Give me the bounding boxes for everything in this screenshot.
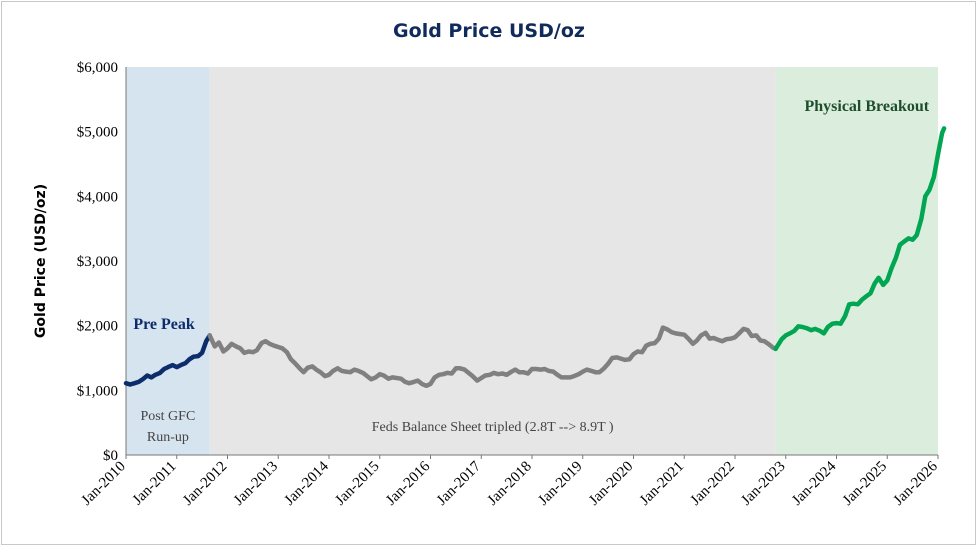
annotations: Post GFC Run-up Pre Peak Feds Balance Sheet… xyxy=(133,98,929,445)
x-tick-label: Jan-2016 xyxy=(383,458,434,509)
region-mid xyxy=(209,67,776,455)
x-tick-label: Jan-2014 xyxy=(282,458,333,509)
y-axis-label: Gold Price (USD/oz) xyxy=(33,184,49,338)
y-tick-label: $6,000 xyxy=(77,60,118,76)
x-tick-label: Jan-2026 xyxy=(891,458,942,509)
x-tick-label: Jan-2010 xyxy=(79,459,129,509)
chart-title: Gold Price USD/oz xyxy=(393,20,585,42)
y-tick-label: $3,000 xyxy=(77,254,118,270)
x-tick-label: Jan-2012 xyxy=(180,459,230,509)
x-tick-label: Jan-2015 xyxy=(332,459,382,509)
series-line-3 xyxy=(773,126,947,352)
region-pre xyxy=(126,67,210,455)
series-lines xyxy=(123,126,947,389)
annotation-post-gfc: Post GFC xyxy=(140,409,195,424)
x-tick-label: Jan-2025 xyxy=(840,459,890,509)
x-tick-label: Jan-2013 xyxy=(231,459,281,509)
y-tick-label: $0 xyxy=(103,448,118,464)
x-tick-label: Jan-2023 xyxy=(738,459,788,509)
y-tick-label: $4,000 xyxy=(77,189,118,205)
x-tick-label: Jan-2019 xyxy=(535,459,585,509)
y-tick-label: $5,000 xyxy=(77,125,118,141)
annotation-physical-breakout: Physical Breakout xyxy=(804,98,929,115)
y-tick-label: $1,000 xyxy=(77,383,118,399)
x-tick-label: Jan-2024 xyxy=(789,458,840,509)
x-tick-label: Jan-2020 xyxy=(586,459,636,509)
region-post xyxy=(775,67,938,455)
x-tick-label: Jan-2021 xyxy=(637,459,687,509)
x-tick-label: Jan-2011 xyxy=(130,459,180,509)
series-line-2 xyxy=(207,325,778,389)
shaded-regions xyxy=(126,67,938,455)
x-tick-label: Jan-2017 xyxy=(434,458,485,509)
x-tick-label: Jan-2022 xyxy=(688,459,738,509)
x-tick-label: Jan-2018 xyxy=(485,459,535,509)
annotation-pre-peak: Pre Peak xyxy=(133,316,195,333)
annotation-feds-balance-sheet: Feds Balance Sheet tripled (2.8T --> 8.9… xyxy=(372,420,614,435)
series-line-1 xyxy=(123,333,212,387)
y-tick-label: $2,000 xyxy=(77,319,118,335)
annotation-run-up: Run-up xyxy=(147,430,189,445)
